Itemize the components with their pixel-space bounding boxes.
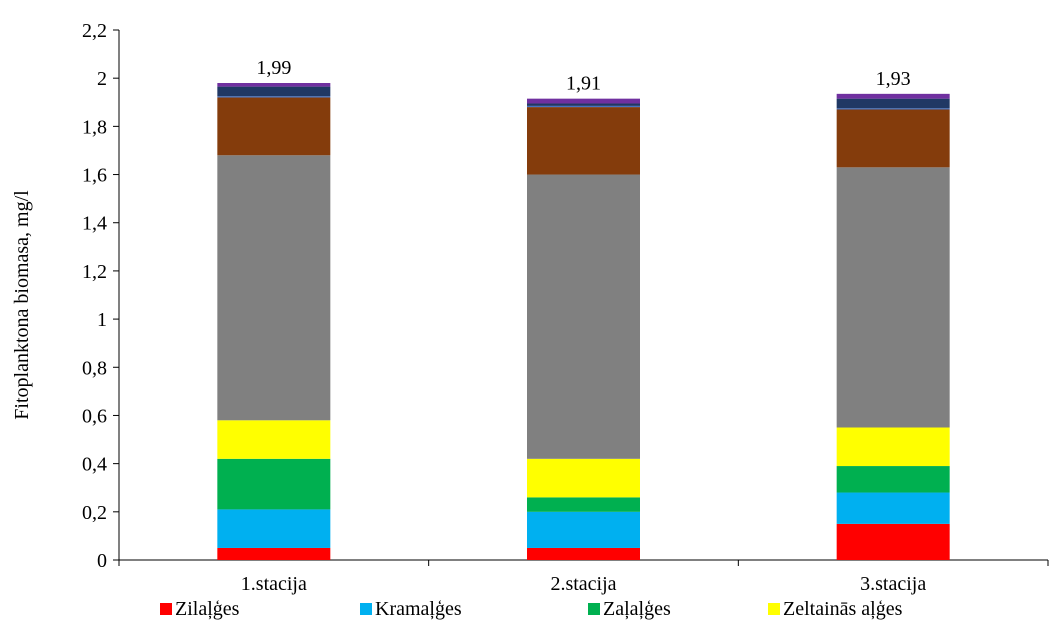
bar-segment-9: [527, 98, 640, 104]
bar-segment-4: [836, 427, 950, 467]
y-tick-label: 2: [97, 68, 107, 90]
bar-total-label: 1,99: [256, 57, 291, 79]
legend-label-kramalges: Kramaļģes: [375, 598, 462, 620]
bar-segment-6: [836, 109, 950, 168]
bar-segment-3: [527, 497, 640, 512]
bar-segment-9: [836, 93, 950, 99]
y-tick-label: 1,6: [82, 165, 107, 187]
bar-segment-5: [217, 155, 331, 421]
bar-segment-2: [217, 509, 331, 548]
y-tick-label: 0: [97, 550, 107, 572]
bar-segment-1: [217, 547, 331, 560]
bar-segment-9: [217, 83, 331, 87]
y-tick-label: 2,2: [82, 20, 107, 42]
bar-segment-8: [527, 103, 640, 106]
bar-segment-6: [527, 107, 640, 175]
y-tick-label: 1,8: [82, 116, 107, 138]
y-tick-label: 1,4: [82, 213, 107, 235]
y-tick-label: 0,2: [82, 502, 107, 524]
y-tick-label: 0,6: [82, 405, 107, 427]
legend-item-zilalges: Zilaļģes: [160, 599, 239, 619]
bar-total-label: 1,91: [566, 73, 601, 95]
x-tick-label: 3.stacija: [860, 573, 926, 595]
legend-swatch-kramalges: [360, 603, 372, 615]
y-tick-label: 0,4: [82, 454, 107, 476]
y-axis-title: Fitoplanktona biomasa, mg/l: [11, 190, 33, 420]
y-tick-label: 1: [97, 309, 107, 331]
legend-label-zilalges: Zilaļģes: [175, 598, 240, 620]
legend-swatch-zalalges: [588, 603, 600, 615]
legend-item-kramalges: Kramaļģes: [360, 599, 462, 619]
bar-segment-4: [527, 458, 640, 498]
bar-segment-2: [836, 492, 950, 524]
bar-segment-1: [527, 547, 640, 560]
legend-item-zeltainas-alges: Zeltainās aļģes: [768, 599, 902, 619]
bar-segment-4: [217, 420, 331, 459]
bar-segment-6: [217, 97, 331, 156]
bar-segment-5: [836, 167, 950, 428]
bar-segment-7: [217, 96, 331, 98]
bar-segment-8: [836, 98, 950, 109]
bar-segment-3: [217, 458, 331, 510]
bar-segment-7: [527, 105, 640, 108]
legend-label-zalalges: Zaļaļģes: [603, 598, 671, 620]
y-tick-label: 1,2: [82, 261, 107, 283]
bar-total-label: 1,93: [876, 68, 911, 90]
x-tick-label: 2.stacija: [550, 573, 616, 595]
bar-segment-1: [836, 523, 950, 560]
legend-label-zeltainas-alges: Zeltainās aļģes: [783, 598, 903, 620]
bar-segment-5: [527, 174, 640, 459]
bar-segment-2: [527, 511, 640, 548]
legend-item-zalalges: Zaļaļģes: [588, 599, 671, 619]
bar-segment-7: [836, 108, 950, 110]
legend-swatch-zeltainas-alges: [768, 603, 780, 615]
legend-swatch-zilalges: [160, 603, 172, 615]
y-tick-label: 0,8: [82, 357, 107, 379]
x-tick-label: 1.stacija: [241, 573, 307, 595]
bar-segment-3: [836, 466, 950, 493]
bar-segment-8: [217, 86, 331, 97]
